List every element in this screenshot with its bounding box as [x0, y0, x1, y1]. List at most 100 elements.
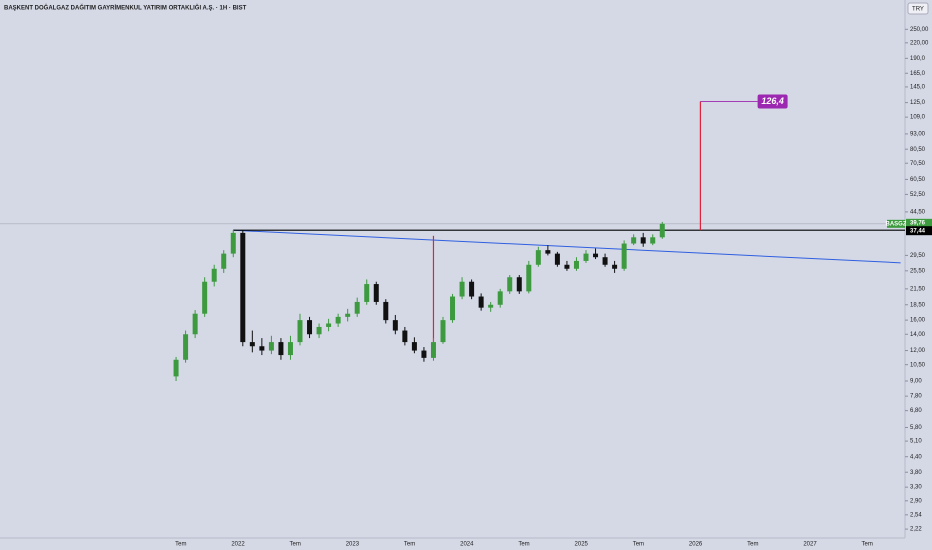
candle-body: [459, 281, 465, 297]
price-axis-panel: [905, 0, 932, 550]
candle-body: [230, 232, 236, 254]
candle-body: [202, 281, 208, 314]
y-tick-label: 18,50: [910, 302, 926, 308]
x-tick-label: Tem: [175, 542, 186, 548]
candle-body: [183, 334, 189, 360]
y-tick-label: 5,10: [910, 439, 922, 445]
currency[interactable]: TRY: [912, 7, 924, 13]
candle-body: [278, 342, 284, 356]
candle-body: [621, 243, 627, 269]
candle-body: [268, 342, 274, 351]
candle-body: [535, 250, 541, 265]
x-tick-label: Tem: [862, 542, 873, 548]
y-tick-label: 2,22: [910, 527, 922, 533]
x-tick-label: 2026: [689, 542, 703, 548]
x-tick-label: Tem: [747, 542, 758, 548]
candle-body: [392, 320, 398, 331]
candle-body: [507, 277, 513, 292]
trendline: [233, 229, 901, 264]
y-tick-label: 3,80: [910, 470, 922, 476]
target-label: 126,4: [761, 96, 784, 106]
candle-body: [450, 296, 456, 321]
y-tick-label: 2,90: [910, 498, 922, 504]
candle-body: [307, 320, 313, 335]
y-tick-label: 220,00: [910, 40, 929, 46]
candle-body: [316, 326, 322, 335]
candle-body: [573, 260, 579, 269]
candle-body: [173, 359, 179, 377]
candle-body: [297, 320, 303, 343]
y-tick-label: 10,50: [910, 362, 926, 368]
ticker-tag: BASGZ: [886, 221, 907, 227]
candle-body: [488, 304, 494, 308]
candle-body: [640, 237, 646, 244]
candle-body: [221, 253, 227, 269]
y-tick-label: 109,0: [910, 115, 926, 121]
target-label-box: [757, 94, 788, 109]
x-tick-label: Tem: [404, 542, 415, 548]
y-tick-label: 5,80: [910, 425, 922, 431]
y-tick-label: 145,0: [910, 85, 926, 91]
candle-body: [192, 313, 198, 335]
last-price-label: 39,76: [910, 220, 926, 226]
y-tick-label: 9,00: [910, 379, 922, 385]
chart-title: BAŞKENT DOĞALGAZ DAĞITIM GAYRİMENKUL YAT…: [4, 4, 247, 12]
candle-body: [583, 253, 589, 261]
y-tick-label: 6,80: [910, 408, 922, 414]
currency-button[interactable]: [907, 2, 929, 15]
candle-body: [469, 281, 475, 297]
candle-body: [612, 264, 618, 269]
x-tick-label: 2023: [346, 542, 360, 548]
y-tick-label: 165,0: [910, 71, 926, 77]
x-tick-label: 2027: [803, 542, 817, 548]
y-tick-label: 3,30: [910, 485, 922, 491]
level-label: 37,44: [910, 228, 926, 234]
x-tick-label: Tem: [518, 542, 529, 548]
candle-body: [259, 346, 265, 351]
y-tick-label: 125,0: [910, 100, 926, 106]
candle-body: [564, 264, 570, 269]
candle-body: [326, 323, 332, 327]
candle-body: [516, 277, 522, 292]
candle-body: [345, 313, 351, 317]
candle-body: [631, 237, 637, 244]
candle-body: [402, 330, 408, 343]
candle-body: [602, 257, 608, 265]
candle-body: [211, 268, 217, 282]
y-tick-label: 4,40: [910, 454, 922, 460]
y-tick-label: 52,50: [910, 192, 926, 198]
candle-body: [411, 342, 417, 351]
candle-body: [545, 250, 551, 254]
y-tick-label: 250,00: [910, 27, 929, 33]
candle-body: [364, 284, 370, 302]
y-tick-label: 12,00: [910, 348, 926, 354]
candle-body: [354, 301, 360, 314]
candle-body: [478, 296, 484, 308]
level-box: [906, 226, 932, 236]
y-tick-label: 29,50: [910, 253, 926, 259]
x-tick-label: 2025: [575, 542, 589, 548]
y-tick-label: 70,50: [910, 161, 926, 167]
candle-body: [659, 223, 665, 238]
y-tick-label: 93,00: [910, 131, 926, 137]
x-tick-label: Tem: [633, 542, 644, 548]
y-tick-label: 21,50: [910, 286, 926, 292]
candle-body: [383, 301, 389, 321]
candle-body: [373, 284, 379, 302]
x-tick-label: 2024: [460, 542, 474, 548]
y-tick-label: 44,50: [910, 209, 926, 215]
y-tick-label: 14,00: [910, 332, 926, 338]
y-tick-label: 190,0: [910, 56, 926, 62]
y-tick-label: 16,00: [910, 318, 926, 324]
y-tick-label: 2,54: [910, 512, 922, 518]
x-tick-label: Tem: [290, 542, 301, 548]
y-tick-label: 7,80: [910, 394, 922, 400]
candle-body: [593, 253, 599, 258]
candle-body: [287, 342, 293, 356]
ticker-tag-box: [887, 219, 905, 228]
candle-body: [526, 264, 532, 292]
y-tick-label: 25,50: [910, 268, 926, 274]
y-tick-label: 80,50: [910, 147, 926, 153]
candle-body: [335, 316, 341, 324]
